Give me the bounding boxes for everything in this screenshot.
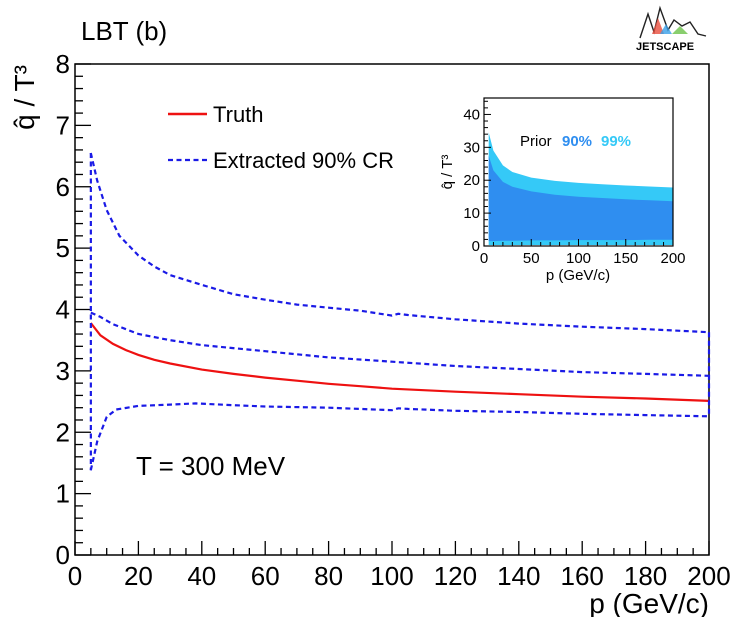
prior-90-band [488, 155, 673, 242]
inset-y-tick-label: 10 [463, 205, 480, 222]
x-tick-label: 200 [687, 561, 730, 591]
inset-x-tick-label: 100 [566, 250, 591, 267]
x-tick-label: 180 [624, 561, 667, 591]
x-tick-label: 140 [497, 561, 540, 591]
y-tick-label: 1 [56, 479, 70, 509]
inset-legend-99: 99% [601, 133, 631, 150]
inset-y-tick-label: 30 [463, 139, 480, 156]
extracted-cr-line [89, 152, 710, 334]
legend: Truth Extracted 90% CR [168, 102, 394, 173]
x-tick-label: 100 [370, 561, 413, 591]
inset-plot: 0 50 100 150 200 0 10 20 30 40 p (GeV/c) q̂ / T³ Pri… [439, 97, 686, 284]
inset-legend-90: 90% [562, 133, 592, 150]
legend-label-extracted: Extracted 90% CR [213, 148, 394, 173]
inset-y-tick-label: 0 [472, 238, 480, 255]
x-tick-label: 60 [251, 561, 280, 591]
temperature-annotation: T = 300 MeV [136, 451, 286, 481]
inset-y-tick-label: 40 [463, 106, 480, 123]
x-tick-label: 120 [434, 561, 477, 591]
y-tick-label: 2 [56, 417, 70, 447]
inset-x-tick-label: 150 [613, 250, 638, 267]
extracted-cr-line [89, 402, 710, 471]
extracted-cr-line [90, 311, 710, 377]
inset-x-tick-label: 50 [523, 250, 540, 267]
y-tick-label: 4 [56, 295, 70, 325]
x-tick-label: 80 [314, 561, 343, 591]
y-tick-label: 6 [56, 172, 70, 202]
inset-x-tick-label: 0 [480, 250, 488, 267]
inset-x-axis-label: p (GeV/c) [546, 267, 610, 284]
y-tick-label: 7 [56, 110, 70, 140]
x-tick-label: 160 [561, 561, 604, 591]
jetscape-logo: JETSCAPE [636, 5, 707, 53]
inset-x-tick-label: 200 [660, 250, 685, 267]
y-tick-label: 3 [56, 356, 70, 386]
panel-label: LBT (b) [81, 16, 167, 46]
logo-text: JETSCAPE [636, 41, 694, 53]
truth-line [89, 322, 710, 402]
y-axis-label: q̂ / T³ [9, 65, 40, 130]
x-tick-label: 40 [187, 561, 216, 591]
inset-y-axis-label: q̂ / T³ [439, 155, 456, 190]
inset-y-tick-label: 20 [463, 172, 480, 189]
y-tick-label: 8 [56, 49, 70, 79]
x-axis-label: p (GeV/c) [589, 588, 709, 617]
x-tick-label: 0 [68, 561, 82, 591]
inset-legend-title: Prior [520, 133, 552, 150]
legend-label-truth: Truth [213, 102, 264, 127]
y-tick-label: 5 [56, 233, 70, 263]
x-tick-label: 20 [124, 561, 153, 591]
y-tick-label: 0 [56, 540, 70, 570]
